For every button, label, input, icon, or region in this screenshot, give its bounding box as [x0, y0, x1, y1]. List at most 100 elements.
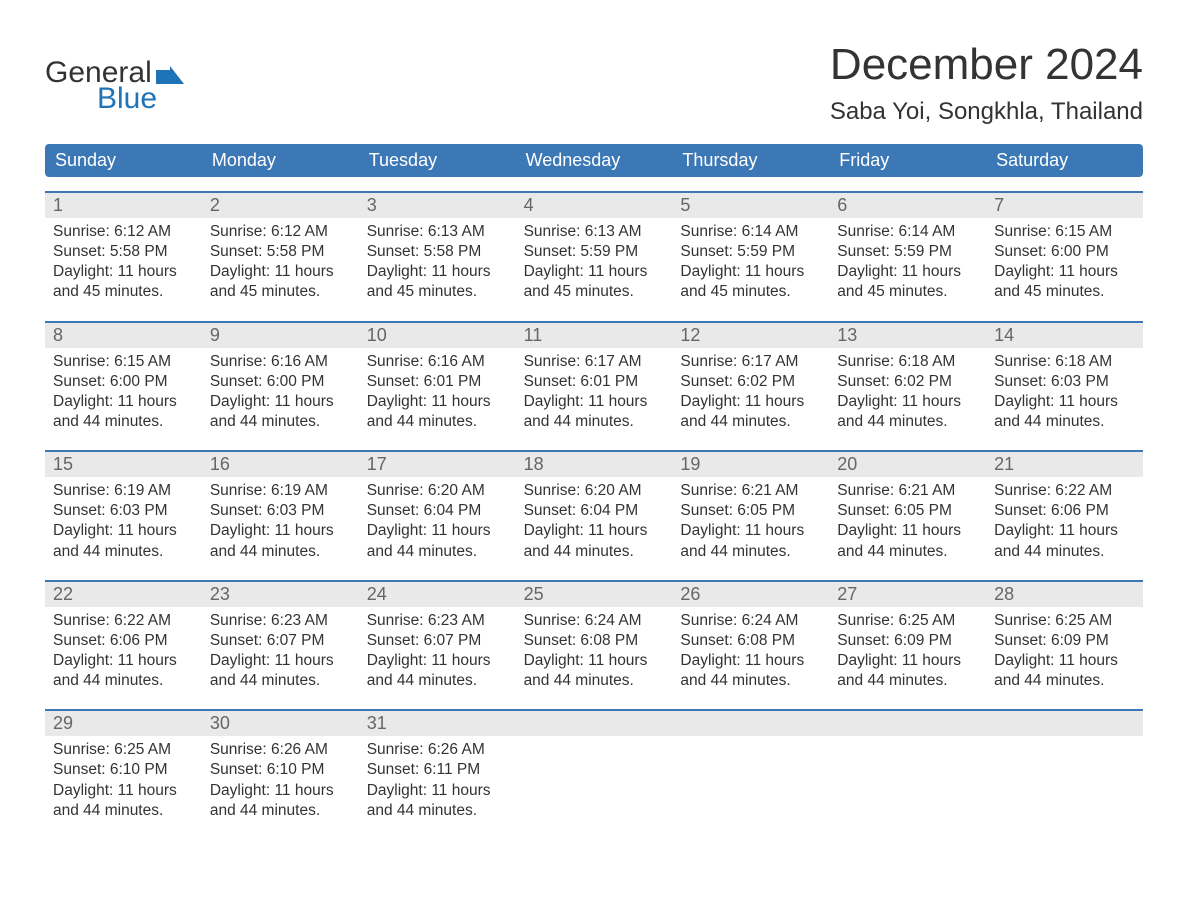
daylight-line: Daylight: 11 hours and 44 minutes.	[994, 392, 1135, 432]
daylight-line: Daylight: 11 hours and 44 minutes.	[680, 521, 821, 561]
sunset-line: Sunset: 6:07 PM	[367, 631, 508, 651]
day-cell: Sunrise: 6:19 AMSunset: 6:03 PMDaylight:…	[202, 477, 359, 566]
daynum-row: 22232425262728	[45, 580, 1143, 607]
daylight-line: Daylight: 11 hours and 44 minutes.	[53, 521, 194, 561]
weekday-label: Tuesday	[359, 144, 516, 177]
day-number: 16	[202, 452, 359, 477]
day-number: 2	[202, 193, 359, 218]
sunrise-line: Sunrise: 6:26 AM	[367, 740, 508, 760]
week-row: 293031Sunrise: 6:25 AMSunset: 6:10 PMDay…	[45, 709, 1143, 825]
day-cell: Sunrise: 6:25 AMSunset: 6:09 PMDaylight:…	[986, 607, 1143, 696]
day-cell: Sunrise: 6:13 AMSunset: 5:59 PMDaylight:…	[516, 218, 673, 307]
week-row: 15161718192021Sunrise: 6:19 AMSunset: 6:…	[45, 450, 1143, 566]
day-cell: Sunrise: 6:26 AMSunset: 6:10 PMDaylight:…	[202, 736, 359, 825]
sunrise-line: Sunrise: 6:19 AM	[210, 481, 351, 501]
sunset-line: Sunset: 6:09 PM	[994, 631, 1135, 651]
day-number: 31	[359, 711, 516, 736]
day-cell: Sunrise: 6:23 AMSunset: 6:07 PMDaylight:…	[359, 607, 516, 696]
daylight-line: Daylight: 11 hours and 45 minutes.	[994, 262, 1135, 302]
day-cell	[829, 736, 986, 825]
sunrise-line: Sunrise: 6:22 AM	[53, 611, 194, 631]
day-number: 23	[202, 582, 359, 607]
sunrise-line: Sunrise: 6:14 AM	[680, 222, 821, 242]
daylight-line: Daylight: 11 hours and 45 minutes.	[680, 262, 821, 302]
sunset-line: Sunset: 6:00 PM	[210, 372, 351, 392]
sunset-line: Sunset: 5:58 PM	[210, 242, 351, 262]
sunrise-line: Sunrise: 6:21 AM	[680, 481, 821, 501]
sunset-line: Sunset: 6:08 PM	[524, 631, 665, 651]
day-cell: Sunrise: 6:14 AMSunset: 5:59 PMDaylight:…	[829, 218, 986, 307]
sunrise-line: Sunrise: 6:13 AM	[367, 222, 508, 242]
day-number: 29	[45, 711, 202, 736]
day-number: 5	[672, 193, 829, 218]
sunset-line: Sunset: 6:04 PM	[524, 501, 665, 521]
day-number	[516, 711, 673, 736]
weekday-label: Friday	[829, 144, 986, 177]
sunrise-line: Sunrise: 6:12 AM	[210, 222, 351, 242]
day-number: 14	[986, 323, 1143, 348]
sunrise-line: Sunrise: 6:17 AM	[680, 352, 821, 372]
daylight-line: Daylight: 11 hours and 45 minutes.	[210, 262, 351, 302]
sunset-line: Sunset: 6:03 PM	[53, 501, 194, 521]
daylight-line: Daylight: 11 hours and 44 minutes.	[837, 392, 978, 432]
day-number: 18	[516, 452, 673, 477]
sunset-line: Sunset: 5:59 PM	[680, 242, 821, 262]
day-cell: Sunrise: 6:18 AMSunset: 6:03 PMDaylight:…	[986, 348, 1143, 437]
day-number: 9	[202, 323, 359, 348]
sunset-line: Sunset: 5:59 PM	[837, 242, 978, 262]
day-cell: Sunrise: 6:26 AMSunset: 6:11 PMDaylight:…	[359, 736, 516, 825]
weekday-label: Saturday	[986, 144, 1143, 177]
day-number: 20	[829, 452, 986, 477]
sunrise-line: Sunrise: 6:23 AM	[367, 611, 508, 631]
day-cell: Sunrise: 6:15 AMSunset: 6:00 PMDaylight:…	[45, 348, 202, 437]
day-number: 3	[359, 193, 516, 218]
day-number	[986, 711, 1143, 736]
sunrise-line: Sunrise: 6:13 AM	[524, 222, 665, 242]
sunrise-line: Sunrise: 6:18 AM	[994, 352, 1135, 372]
sunrise-line: Sunrise: 6:12 AM	[53, 222, 194, 242]
sunrise-line: Sunrise: 6:14 AM	[837, 222, 978, 242]
sunset-line: Sunset: 6:11 PM	[367, 760, 508, 780]
logo-text-bottom: Blue	[97, 84, 184, 114]
day-cell: Sunrise: 6:23 AMSunset: 6:07 PMDaylight:…	[202, 607, 359, 696]
day-cell: Sunrise: 6:15 AMSunset: 6:00 PMDaylight:…	[986, 218, 1143, 307]
sunrise-line: Sunrise: 6:24 AM	[680, 611, 821, 631]
daylight-line: Daylight: 11 hours and 44 minutes.	[53, 392, 194, 432]
day-number: 26	[672, 582, 829, 607]
sunrise-line: Sunrise: 6:24 AM	[524, 611, 665, 631]
sunset-line: Sunset: 6:10 PM	[53, 760, 194, 780]
title-block: December 2024 Saba Yoi, Songkhla, Thaila…	[830, 40, 1143, 126]
sunset-line: Sunset: 6:00 PM	[994, 242, 1135, 262]
sunset-line: Sunset: 5:58 PM	[367, 242, 508, 262]
sunset-line: Sunset: 6:09 PM	[837, 631, 978, 651]
week-row: 891011121314Sunrise: 6:15 AMSunset: 6:00…	[45, 321, 1143, 437]
day-cell: Sunrise: 6:12 AMSunset: 5:58 PMDaylight:…	[202, 218, 359, 307]
daylight-line: Daylight: 11 hours and 44 minutes.	[680, 392, 821, 432]
sunrise-line: Sunrise: 6:25 AM	[53, 740, 194, 760]
day-number: 4	[516, 193, 673, 218]
day-number: 22	[45, 582, 202, 607]
sunrise-line: Sunrise: 6:20 AM	[524, 481, 665, 501]
daylight-line: Daylight: 11 hours and 44 minutes.	[53, 781, 194, 821]
day-number: 7	[986, 193, 1143, 218]
daylight-line: Daylight: 11 hours and 44 minutes.	[367, 651, 508, 691]
sunset-line: Sunset: 6:01 PM	[367, 372, 508, 392]
sunset-line: Sunset: 6:00 PM	[53, 372, 194, 392]
daylight-line: Daylight: 11 hours and 45 minutes.	[367, 262, 508, 302]
day-cell: Sunrise: 6:20 AMSunset: 6:04 PMDaylight:…	[359, 477, 516, 566]
daynum-row: 15161718192021	[45, 450, 1143, 477]
day-cell: Sunrise: 6:12 AMSunset: 5:58 PMDaylight:…	[45, 218, 202, 307]
day-number	[829, 711, 986, 736]
sunset-line: Sunset: 6:03 PM	[210, 501, 351, 521]
day-cell: Sunrise: 6:20 AMSunset: 6:04 PMDaylight:…	[516, 477, 673, 566]
day-number: 1	[45, 193, 202, 218]
sunset-line: Sunset: 6:06 PM	[53, 631, 194, 651]
daylight-line: Daylight: 11 hours and 44 minutes.	[367, 521, 508, 561]
weekday-header: SundayMondayTuesdayWednesdayThursdayFrid…	[45, 144, 1143, 177]
daylight-line: Daylight: 11 hours and 44 minutes.	[367, 392, 508, 432]
daylight-line: Daylight: 11 hours and 44 minutes.	[210, 781, 351, 821]
sunrise-line: Sunrise: 6:26 AM	[210, 740, 351, 760]
sunrise-line: Sunrise: 6:18 AM	[837, 352, 978, 372]
sunset-line: Sunset: 6:04 PM	[367, 501, 508, 521]
weekday-label: Monday	[202, 144, 359, 177]
